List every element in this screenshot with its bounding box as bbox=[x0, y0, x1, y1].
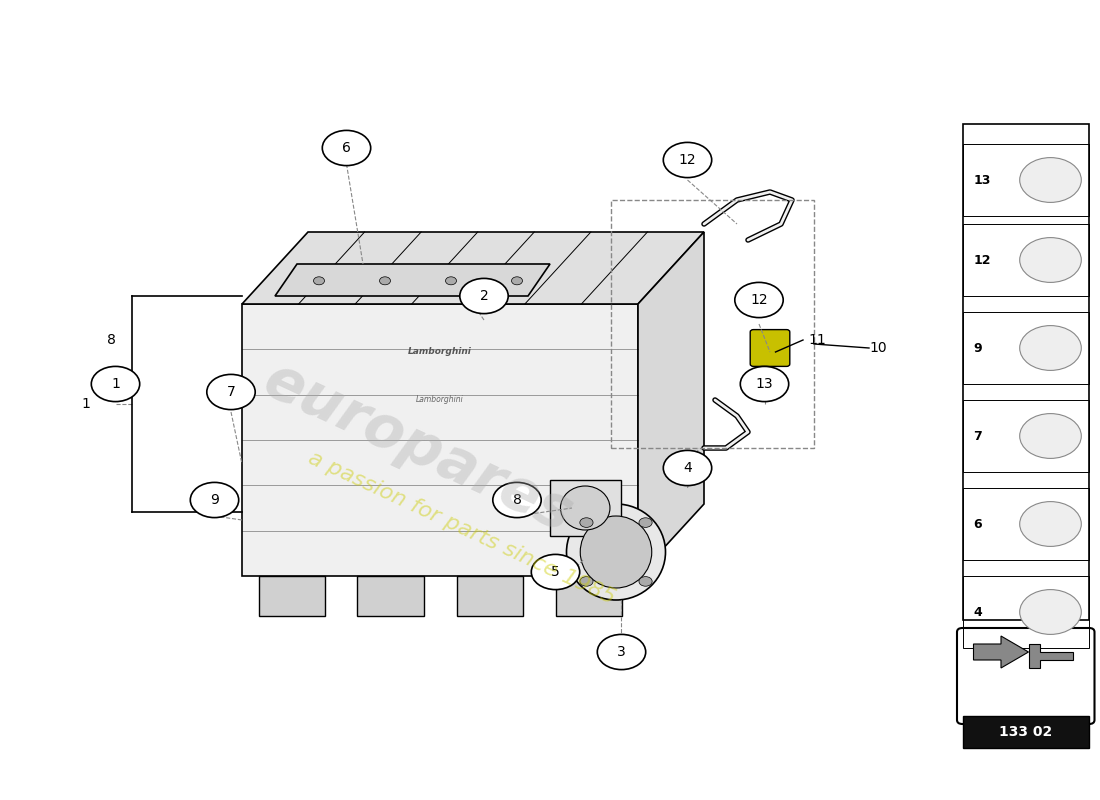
Bar bbox=[962, 576, 1089, 648]
Ellipse shape bbox=[566, 504, 666, 600]
Circle shape bbox=[1020, 238, 1081, 282]
Text: a passion for parts since 1985: a passion for parts since 1985 bbox=[306, 448, 618, 608]
Circle shape bbox=[663, 142, 712, 178]
FancyBboxPatch shape bbox=[957, 628, 1094, 724]
Circle shape bbox=[1020, 590, 1081, 634]
Polygon shape bbox=[275, 264, 550, 296]
FancyBboxPatch shape bbox=[750, 330, 790, 366]
Circle shape bbox=[207, 374, 255, 410]
Polygon shape bbox=[358, 576, 424, 616]
Circle shape bbox=[322, 130, 371, 166]
Circle shape bbox=[1020, 158, 1081, 202]
Text: 10: 10 bbox=[869, 341, 887, 355]
Circle shape bbox=[597, 634, 646, 670]
Circle shape bbox=[1020, 502, 1081, 546]
Text: 1: 1 bbox=[81, 397, 90, 411]
Circle shape bbox=[1020, 414, 1081, 458]
Circle shape bbox=[663, 450, 712, 486]
Circle shape bbox=[512, 277, 522, 285]
Ellipse shape bbox=[581, 516, 652, 588]
Bar bbox=[962, 716, 1089, 748]
Text: Lamborghini: Lamborghini bbox=[408, 347, 472, 357]
Circle shape bbox=[1020, 326, 1081, 370]
Text: 5: 5 bbox=[551, 565, 560, 579]
Polygon shape bbox=[550, 480, 622, 536]
Bar bbox=[610, 200, 814, 448]
Bar bbox=[962, 488, 1089, 560]
Text: europares: europares bbox=[254, 351, 582, 545]
Bar bbox=[962, 124, 1089, 620]
Polygon shape bbox=[556, 576, 622, 616]
Text: 11: 11 bbox=[808, 333, 826, 347]
Polygon shape bbox=[242, 232, 704, 304]
Text: 133 02: 133 02 bbox=[999, 725, 1052, 739]
Polygon shape bbox=[638, 232, 704, 576]
Text: 9: 9 bbox=[974, 342, 982, 354]
Polygon shape bbox=[974, 636, 1028, 668]
Circle shape bbox=[446, 277, 456, 285]
Circle shape bbox=[580, 518, 593, 527]
Text: 13: 13 bbox=[974, 174, 991, 186]
Text: 7: 7 bbox=[227, 385, 235, 399]
Circle shape bbox=[735, 282, 783, 318]
Text: 13: 13 bbox=[756, 377, 773, 391]
Polygon shape bbox=[1028, 644, 1072, 668]
Text: 9: 9 bbox=[210, 493, 219, 507]
Polygon shape bbox=[258, 576, 324, 616]
Text: 4: 4 bbox=[683, 461, 692, 475]
Circle shape bbox=[740, 366, 789, 402]
Polygon shape bbox=[242, 304, 638, 576]
Text: 12: 12 bbox=[974, 254, 991, 266]
Circle shape bbox=[460, 278, 508, 314]
Circle shape bbox=[580, 577, 593, 586]
Circle shape bbox=[190, 482, 239, 518]
Circle shape bbox=[91, 366, 140, 402]
Text: 8: 8 bbox=[107, 333, 116, 347]
Bar bbox=[962, 400, 1089, 472]
Text: 6: 6 bbox=[342, 141, 351, 155]
Circle shape bbox=[379, 277, 390, 285]
Text: 12: 12 bbox=[679, 153, 696, 167]
Circle shape bbox=[493, 482, 541, 518]
Text: 4: 4 bbox=[974, 606, 982, 618]
Text: 12: 12 bbox=[750, 293, 768, 307]
Circle shape bbox=[639, 518, 652, 527]
Circle shape bbox=[639, 577, 652, 586]
Ellipse shape bbox=[561, 486, 609, 530]
Text: Lamborghini: Lamborghini bbox=[416, 395, 464, 405]
Circle shape bbox=[314, 277, 324, 285]
Bar bbox=[962, 144, 1089, 216]
Text: 3: 3 bbox=[617, 645, 626, 659]
Bar bbox=[962, 224, 1089, 296]
Polygon shape bbox=[456, 576, 522, 616]
Text: 1: 1 bbox=[111, 377, 120, 391]
Circle shape bbox=[531, 554, 580, 590]
Text: 7: 7 bbox=[974, 430, 982, 442]
Bar bbox=[962, 312, 1089, 384]
Text: 2: 2 bbox=[480, 289, 488, 303]
Text: 8: 8 bbox=[513, 493, 521, 507]
Text: 6: 6 bbox=[974, 518, 982, 530]
